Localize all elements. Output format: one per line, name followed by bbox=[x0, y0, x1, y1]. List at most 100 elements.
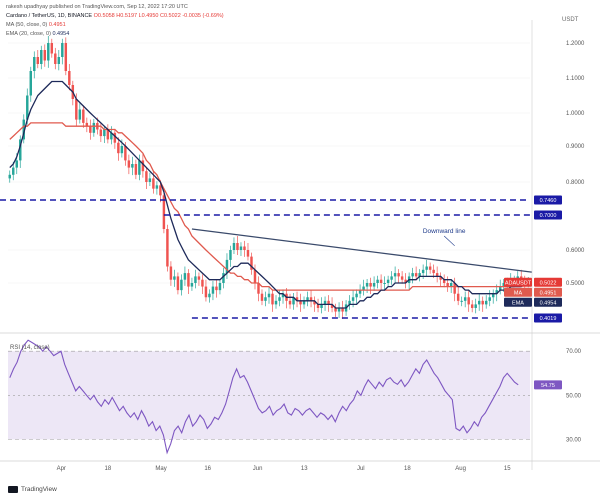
candle-body bbox=[250, 256, 253, 270]
candle-body bbox=[481, 300, 484, 305]
candle-body bbox=[372, 283, 376, 287]
symbol-name: Cardano / TetherUS, 1D, BINANCE bbox=[6, 13, 93, 19]
candle-body bbox=[47, 43, 50, 61]
candle-body bbox=[355, 293, 358, 298]
indicator-tag bbox=[504, 277, 532, 287]
candle-body bbox=[365, 283, 369, 287]
candle-body bbox=[19, 139, 22, 161]
price-badge-label: 0.7000 bbox=[540, 213, 557, 219]
candle-body bbox=[85, 122, 89, 127]
ema-legend-value: 0.4954 bbox=[52, 31, 70, 37]
price-axis-tick-label: 1.1000 bbox=[566, 76, 585, 82]
symbol-title: Cardano / TetherUS, 1D, BINANCE O0.5058 … bbox=[6, 13, 224, 20]
candle-body bbox=[446, 283, 449, 287]
candle-body bbox=[257, 283, 260, 294]
candle-body bbox=[201, 279, 204, 287]
candle-body bbox=[232, 243, 236, 250]
candle-body bbox=[474, 304, 477, 308]
candle-body bbox=[439, 276, 442, 280]
candle-body bbox=[134, 164, 138, 175]
downward-trendline bbox=[191, 228, 532, 273]
candle-body bbox=[467, 297, 470, 305]
rsi-value-label: 54.75 bbox=[541, 383, 555, 389]
candle-body bbox=[152, 178, 155, 189]
candle-body bbox=[334, 307, 337, 312]
candle-body bbox=[502, 283, 505, 287]
time-axis-tick-label: 16 bbox=[204, 466, 211, 472]
candle-body bbox=[120, 146, 124, 154]
candle-body bbox=[495, 290, 498, 294]
candle-body bbox=[82, 109, 85, 123]
candle-body bbox=[64, 43, 68, 71]
price-axis-tick-label: 0.6000 bbox=[566, 248, 585, 254]
candle-body bbox=[313, 300, 316, 305]
candle-body bbox=[131, 164, 134, 168]
candle-body bbox=[78, 109, 82, 120]
price-badge-label: 0.4951 bbox=[540, 290, 557, 296]
candle-body bbox=[323, 300, 327, 305]
candle-body bbox=[15, 160, 18, 168]
candle-body bbox=[197, 276, 201, 280]
candle-body bbox=[379, 279, 383, 283]
ohlc-values: O0.5058 H0.5197 L0.4950 C0.5022 -0.0035 … bbox=[93, 13, 224, 19]
chart-header: rakesh upadhyay published on TradingView… bbox=[6, 4, 526, 46]
candle-body bbox=[208, 293, 211, 298]
candle-body bbox=[309, 297, 313, 301]
tradingview-logo: TradingView bbox=[8, 486, 57, 493]
candle-body bbox=[362, 286, 365, 291]
candle-body bbox=[103, 129, 106, 137]
ma50-line bbox=[9, 122, 532, 291]
candle-body bbox=[127, 160, 131, 168]
candle-body bbox=[166, 229, 169, 267]
price-axis-tick-label: 1.0000 bbox=[566, 111, 585, 117]
candle-body bbox=[190, 283, 194, 287]
candle-body bbox=[498, 286, 502, 291]
candle-body bbox=[393, 273, 397, 277]
time-axis-tick-label: Jul bbox=[357, 466, 365, 472]
candle-body bbox=[92, 122, 96, 133]
candle-body bbox=[316, 304, 320, 308]
candle-body bbox=[491, 293, 495, 298]
candle-body bbox=[29, 71, 32, 96]
candle-body bbox=[110, 132, 113, 140]
candle-body bbox=[36, 57, 40, 64]
candle-body bbox=[477, 300, 481, 305]
price-axis-tick-label: 0.5000 bbox=[566, 281, 585, 287]
candle-body bbox=[225, 259, 229, 274]
time-axis-tick-label: 18 bbox=[105, 466, 112, 472]
price-badge bbox=[534, 313, 562, 323]
ema-legend-label: EMA (20, close, 0) bbox=[6, 31, 51, 37]
candle-body bbox=[432, 269, 435, 274]
candle-body bbox=[281, 293, 285, 298]
candle-body bbox=[187, 273, 190, 287]
candle-body bbox=[404, 279, 407, 283]
candle-body bbox=[222, 273, 225, 283]
candle-body bbox=[12, 167, 15, 175]
candle-body bbox=[236, 243, 239, 250]
candle-body bbox=[57, 57, 61, 64]
candle-body bbox=[390, 276, 393, 280]
indicator-tag bbox=[504, 287, 532, 297]
candle-body bbox=[306, 297, 309, 301]
time-axis-tick-label: May bbox=[155, 466, 166, 472]
candle-body bbox=[159, 185, 162, 196]
tradingview-logo-icon bbox=[8, 486, 18, 493]
candle-body bbox=[351, 297, 355, 301]
price-badge bbox=[534, 195, 562, 205]
price-unit: USDT bbox=[562, 17, 579, 23]
indicator-tag-label: EMA bbox=[512, 300, 524, 306]
candle-body bbox=[453, 283, 456, 294]
candle-body bbox=[124, 146, 127, 161]
indicator-tag-label: ADAUSDT bbox=[505, 280, 532, 286]
candle-body bbox=[327, 300, 330, 305]
ma-legend-value: 0.4951 bbox=[48, 22, 66, 28]
price-badge bbox=[534, 287, 562, 297]
candle-body bbox=[274, 300, 278, 305]
candle-body bbox=[264, 297, 267, 301]
rsi-axis-tick-label: 70.00 bbox=[566, 349, 582, 355]
candle-body bbox=[397, 273, 400, 277]
candle-body bbox=[414, 273, 418, 277]
time-axis-tick-label: 13 bbox=[301, 466, 308, 472]
candle-body bbox=[145, 171, 148, 182]
ma-legend-label: MA (50, close, 0) bbox=[6, 22, 48, 28]
